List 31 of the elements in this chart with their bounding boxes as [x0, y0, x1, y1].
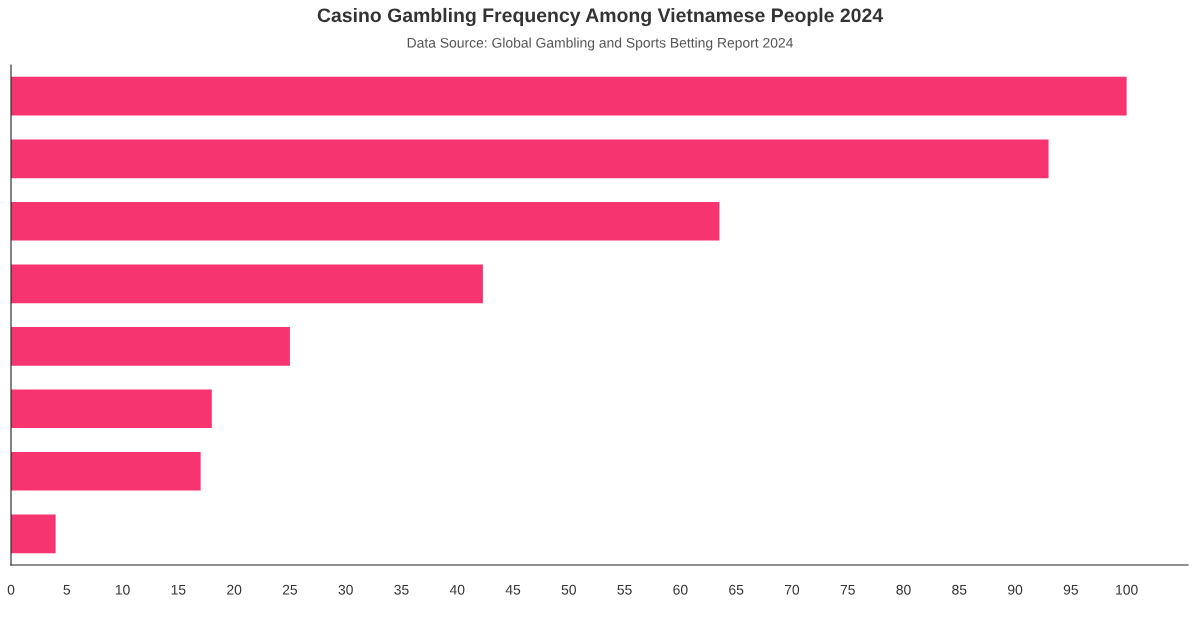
bar	[11, 264, 483, 304]
x-tick-label: 35	[394, 584, 409, 595]
x-tick-label: 0	[7, 584, 15, 595]
x-tick-label: 100	[1116, 584, 1138, 595]
x-tick-label: 85	[952, 584, 967, 595]
x-tick-label: 10	[115, 584, 130, 595]
x-tick-label: 90	[1008, 584, 1023, 595]
bar	[11, 451, 201, 491]
x-tick-label: 5	[63, 584, 71, 595]
bar	[11, 139, 1049, 179]
x-tick-label: 80	[896, 584, 911, 595]
bar	[11, 389, 212, 429]
x-tick-label: 15	[171, 584, 186, 595]
chart-title: Casino Gambling Frequency Among Vietnamese People 2024	[317, 7, 884, 27]
x-tick-label: 95	[1063, 584, 1078, 595]
x-tick-label: 75	[840, 584, 855, 595]
x-tick-label: 70	[784, 584, 800, 595]
bar	[11, 514, 56, 554]
x-tick-label: 30	[338, 584, 353, 595]
x-tick-label: 20	[227, 584, 242, 595]
bar	[11, 201, 720, 241]
x-tick-label: 60	[673, 584, 688, 595]
x-tick-label: 40	[449, 584, 465, 595]
x-tick-label: 55	[617, 584, 632, 595]
bar	[11, 76, 1127, 116]
bar	[11, 326, 290, 366]
x-tick-label: 45	[505, 584, 521, 595]
x-tick-label: 65	[729, 584, 744, 595]
chart-subtitle: Data Source: Global Gambling and Sports Betting Report 2024	[407, 37, 794, 51]
x-tick-label: 25	[282, 584, 298, 595]
x-tick-label: 50	[561, 584, 576, 595]
